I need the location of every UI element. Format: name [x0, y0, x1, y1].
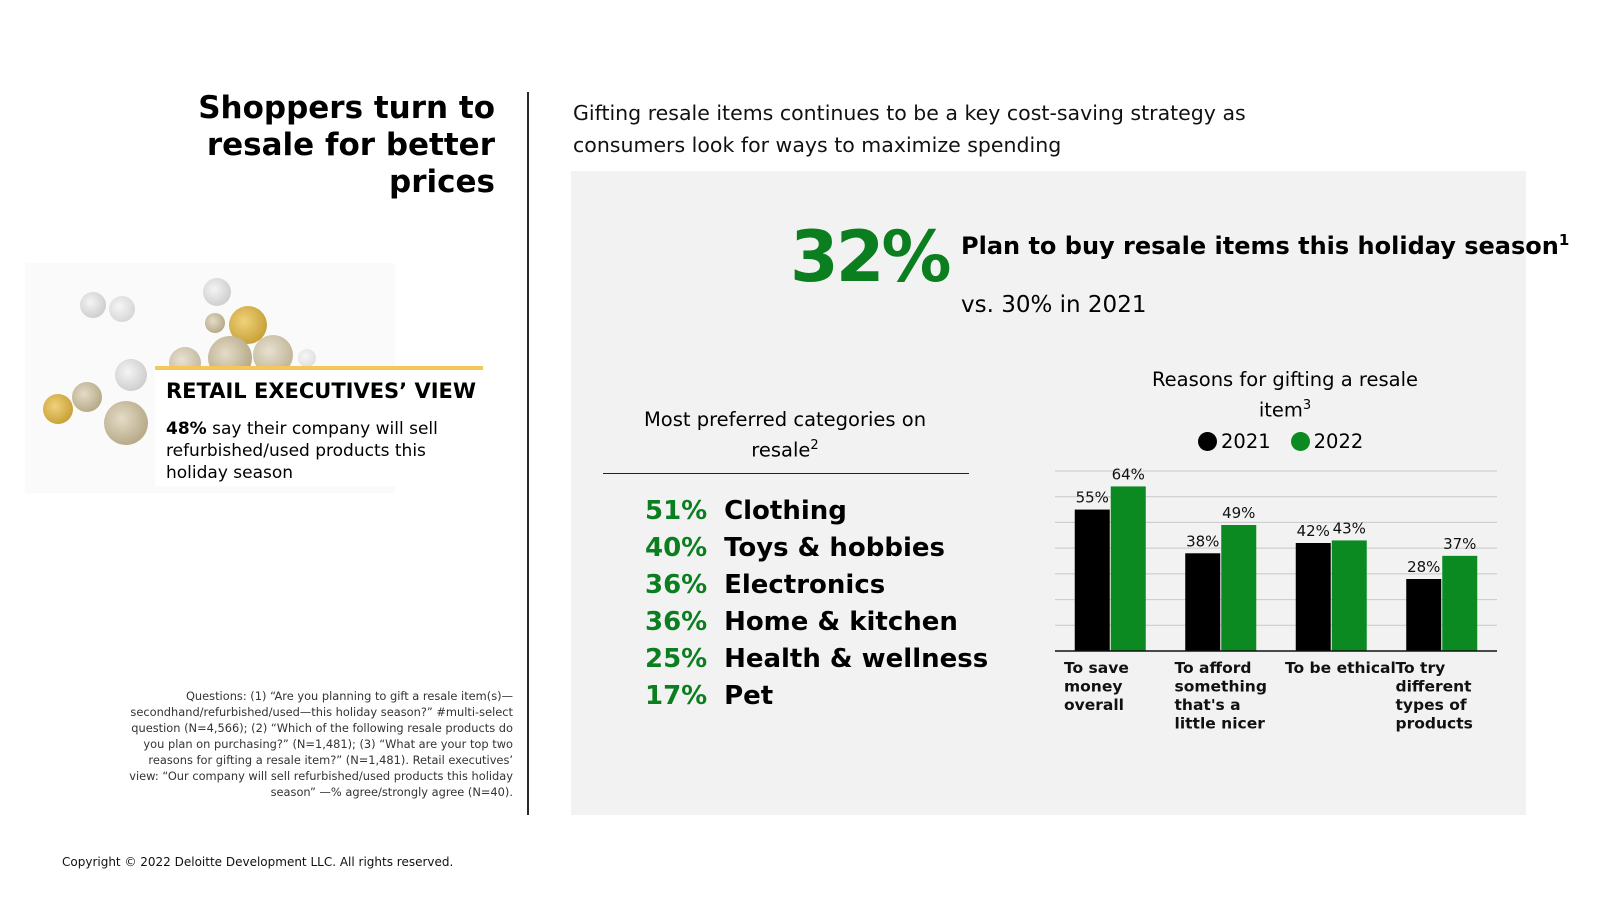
category-item: 17% Pet: [645, 678, 988, 715]
data-label: 55%: [1076, 489, 1109, 507]
category-label: Toys & hobbies: [724, 533, 946, 563]
categories-footnote-ref: 2: [810, 438, 819, 453]
subtitle: Gifting resale items continues to be a k…: [573, 101, 1246, 157]
data-label: 38%: [1186, 532, 1219, 550]
legend-swatch-2022: [1290, 432, 1310, 451]
category-label-line: different: [1396, 678, 1473, 696]
headline-percent: 32%: [790, 216, 952, 298]
category-item: 36% Home & kitchen: [645, 604, 988, 641]
category-label-line: little nicer: [1175, 715, 1266, 733]
headline-comparison: vs. 30% in 2021: [961, 292, 1147, 318]
category-label-line: money: [1064, 678, 1122, 696]
category-label: Pet: [724, 681, 774, 711]
category-item: 40% Toys & hobbies: [645, 530, 988, 567]
chart-legend: 2021 2022: [1198, 430, 1363, 453]
exec-text: 48% say their company will sell refurbis…: [166, 418, 466, 484]
category-percent: 40%: [645, 533, 708, 563]
category-label: To be ethical: [1285, 659, 1396, 677]
bar-2021: [1185, 553, 1221, 651]
category-label-line: that's a: [1175, 696, 1241, 714]
bar-2022: [1331, 540, 1367, 651]
page-title: Shoppers turn to resale for better price…: [198, 90, 495, 200]
footnote: Questions: (1) “Are you planning to gift…: [129, 689, 513, 799]
divider: [527, 92, 529, 815]
category-label: To try different types of products: [1396, 659, 1473, 733]
category-percent: 17%: [645, 681, 708, 711]
chart-title-text: Reasons for gifting a resale item: [1151, 368, 1418, 422]
data-label: 43%: [1333, 519, 1366, 537]
data-label: 49%: [1222, 504, 1255, 522]
category-label-line: To afford: [1175, 659, 1252, 677]
headline-label: Plan to buy resale items this holiday se…: [961, 232, 1559, 260]
category-label: Home & kitchen: [724, 607, 958, 637]
legend-item-2022: 2022: [1290, 430, 1364, 453]
category-item: 25% Health & wellness: [645, 641, 988, 678]
category-item: 36% Electronics: [645, 567, 988, 604]
categories-list: 51% Clothing 40% Toys & hobbies 36% Elec…: [645, 493, 988, 715]
bar-2021: [1074, 509, 1110, 651]
category-percent: 25%: [645, 644, 708, 674]
data-label: 42%: [1297, 522, 1330, 540]
category-label: Clothing: [724, 496, 847, 526]
exec-heading: RETAIL EXECUTIVES’ VIEW: [166, 379, 477, 403]
content-panel: [571, 171, 1526, 815]
legend-swatch-2021: [1198, 432, 1217, 451]
exec-callout-box: [155, 370, 485, 486]
exec-description: say their company will sell refurbished/…: [166, 419, 438, 483]
data-label: 64%: [1112, 465, 1145, 483]
headline-footnote-ref: 1: [1558, 231, 1570, 249]
category-label: To save money overall: [1064, 659, 1129, 714]
bar-2022: [1221, 525, 1257, 651]
category-label-line: products: [1396, 715, 1473, 733]
bar-2021: [1406, 579, 1442, 651]
category-label-line: To try: [1396, 659, 1446, 677]
categories-rule: [603, 473, 969, 474]
headline-text: Plan to buy resale items this holiday se…: [961, 224, 1569, 263]
chart-footnote-ref: 3: [1302, 398, 1312, 413]
exec-accent-line: [155, 366, 483, 370]
data-label: 37%: [1443, 535, 1476, 553]
category-percent: 36%: [645, 607, 708, 637]
category-item: 51% Clothing: [645, 493, 988, 530]
category-label-line: To be ethical: [1285, 659, 1396, 677]
categories-title-text: Most preferred categories on resale: [643, 408, 927, 462]
legend-label-2022: 2022: [1313, 430, 1364, 453]
legend-label-2021: 2021: [1221, 430, 1271, 453]
category-label-line: something: [1175, 678, 1267, 696]
reasons-bar-chart: 55%64% To save money overall 38%49% To afford…: [1055, 465, 1497, 733]
bar-2022: [1110, 486, 1146, 651]
category-label: To afford something that's a little nicer: [1175, 659, 1267, 733]
copyright: Copyright © 2022 Deloitte Development LL…: [62, 855, 454, 869]
data-label: 28%: [1407, 558, 1440, 576]
category-label-line: overall: [1064, 696, 1124, 714]
legend-item-2021: 2021: [1198, 430, 1271, 453]
category-label: Health & wellness: [724, 644, 989, 674]
category-percent: 51%: [645, 496, 708, 526]
exec-stat: 48%: [166, 419, 207, 439]
chart-title: Reasons for gifting a resale item3: [1150, 367, 1420, 424]
category-label: Electronics: [724, 570, 886, 600]
categories-title: Most preferred categories on resale2: [640, 407, 930, 464]
category-label-line: types of: [1396, 696, 1467, 714]
bar-2021: [1295, 543, 1331, 651]
category-percent: 36%: [645, 570, 708, 600]
bar-2022: [1442, 555, 1478, 651]
category-label-line: To save: [1064, 659, 1129, 677]
